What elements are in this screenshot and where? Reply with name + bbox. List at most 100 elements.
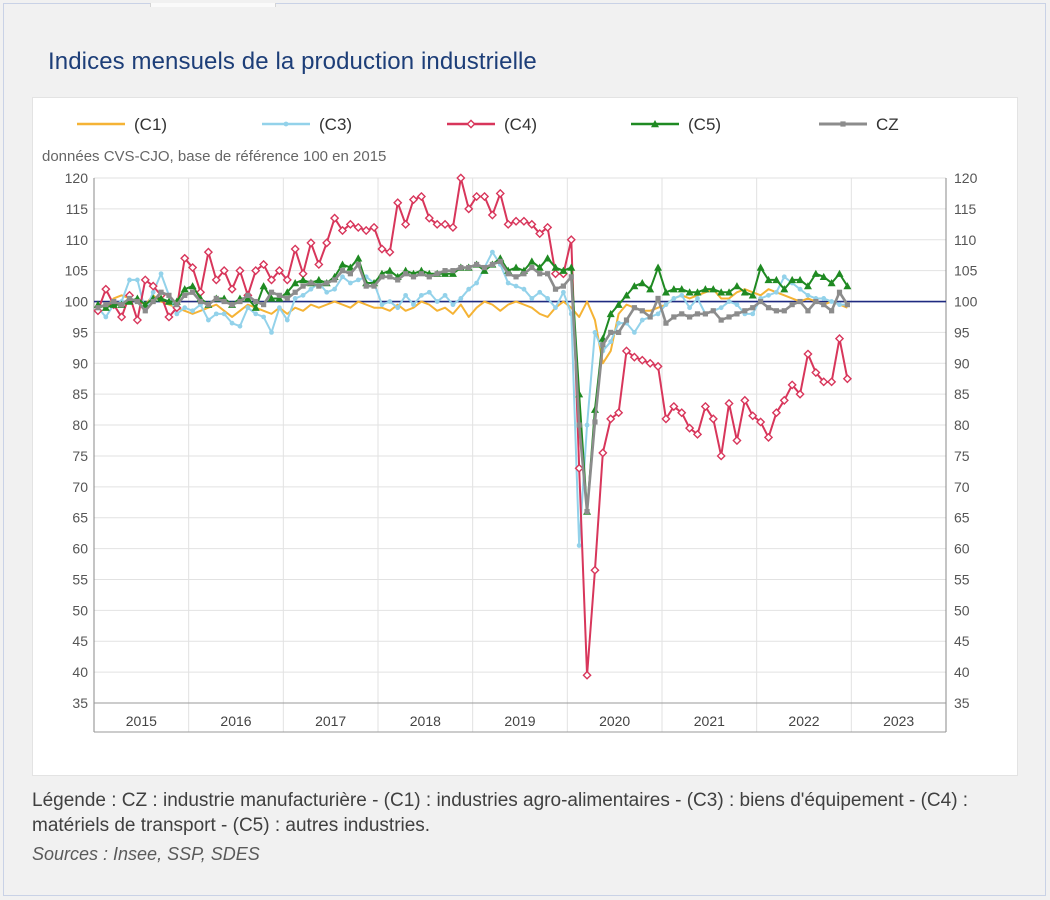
point-marker [710, 308, 716, 314]
point-marker [631, 330, 637, 335]
point-marker [560, 283, 566, 289]
point-marker [725, 288, 734, 296]
point-marker [426, 289, 432, 295]
point-marker [679, 292, 685, 298]
point-marker [140, 275, 150, 285]
point-marker [576, 422, 582, 428]
point-marker [543, 222, 553, 233]
point-marker [395, 277, 401, 283]
point-marker [274, 266, 284, 276]
xtick-label-year: 2023 [883, 713, 914, 729]
point-marker [332, 277, 338, 283]
point-marker [117, 312, 127, 322]
point-marker [765, 305, 772, 311]
point-marker [742, 308, 748, 314]
ytick-label-right: 65 [954, 510, 970, 526]
point-marker [764, 275, 773, 284]
point-marker [448, 269, 457, 277]
point-marker [553, 305, 558, 311]
point-marker [629, 352, 639, 362]
point-marker [789, 302, 795, 308]
ytick-label-left: 40 [72, 664, 88, 680]
point-marker [718, 305, 724, 311]
point-marker [219, 266, 229, 276]
legend-item-c5: (C5) [631, 115, 721, 134]
point-marker [479, 191, 490, 202]
point-marker [127, 277, 132, 283]
point-marker [590, 565, 600, 575]
chart-series [93, 173, 852, 680]
point-marker [111, 298, 117, 305]
point-marker [543, 254, 552, 262]
point-marker [726, 299, 732, 304]
point-marker [213, 295, 219, 302]
point-marker [101, 303, 110, 311]
point-marker [466, 286, 472, 292]
ytick-label-right: 35 [954, 695, 970, 711]
point-marker [442, 292, 448, 298]
point-marker [527, 257, 536, 265]
point-marker [821, 296, 827, 301]
top-tab[interactable] [150, 3, 276, 7]
xtick-label-year: 2019 [504, 713, 535, 729]
point-marker [261, 314, 267, 320]
point-marker [237, 298, 243, 305]
ytick-label-left: 65 [72, 510, 88, 526]
point-marker [346, 263, 355, 271]
point-marker [671, 314, 677, 320]
point-marker [647, 314, 653, 320]
point-marker [718, 317, 724, 323]
point-marker [622, 291, 631, 299]
point-marker [300, 283, 306, 289]
point-marker [316, 283, 322, 289]
point-marker [229, 302, 235, 308]
point-marker [408, 195, 419, 205]
point-marker [259, 282, 268, 290]
point-marker [371, 283, 377, 289]
point-marker [253, 311, 259, 317]
point-marker [567, 263, 576, 271]
point-marker [545, 296, 551, 301]
point-marker [701, 285, 710, 293]
point-marker [284, 295, 290, 302]
point-marker [779, 395, 789, 405]
point-marker [109, 300, 118, 308]
legend-item-cz: CZ [819, 115, 899, 134]
point-marker [164, 312, 174, 322]
point-marker [213, 311, 219, 317]
point-marker [687, 314, 693, 320]
point-marker [551, 263, 560, 271]
point-marker [290, 244, 300, 254]
point-marker [190, 289, 196, 295]
point-marker [545, 271, 551, 277]
point-marker [347, 280, 353, 286]
point-marker [401, 219, 411, 229]
point-marker [474, 280, 480, 286]
point-marker [503, 219, 513, 229]
point-marker [677, 408, 687, 418]
ytick-label-right: 105 [954, 263, 978, 279]
point-marker [166, 292, 172, 298]
point-marker [821, 302, 827, 308]
point-marker [756, 417, 766, 427]
point-marker [299, 275, 308, 284]
point-marker [669, 401, 679, 412]
point-marker [780, 285, 789, 293]
point-marker [330, 213, 340, 223]
point-marker [552, 286, 559, 292]
point-marker [103, 302, 109, 308]
point-marker [535, 228, 545, 239]
chart-caption: Légende : CZ : industrie manufacturière … [32, 790, 969, 836]
point-marker [182, 292, 188, 298]
point-marker [637, 355, 647, 365]
ytick-label-left: 85 [72, 386, 88, 402]
point-marker [150, 289, 156, 295]
point-marker [521, 286, 527, 292]
point-marker [655, 311, 661, 317]
point-marker [245, 292, 251, 298]
point-marker [338, 260, 347, 268]
point-marker [324, 280, 330, 286]
point-marker [513, 274, 519, 280]
chart-subtitle: données CVS-CJO, base de référence 100 e… [42, 148, 386, 165]
point-marker [472, 191, 482, 202]
